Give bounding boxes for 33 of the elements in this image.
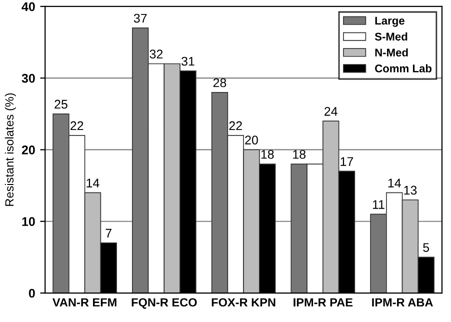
y-tick-label: 20 — [22, 146, 35, 154]
legend-label: S-Med — [374, 32, 408, 41]
y-tick-label: 10 — [22, 217, 35, 226]
x-tick-label: IPM-R ABA — [372, 298, 433, 306]
x-tick-label: FOX-R KPN — [212, 298, 276, 307]
data-label: 14 — [86, 178, 100, 188]
legend-label: Large — [375, 16, 404, 27]
data-label: 7 — [106, 228, 112, 238]
data-label: 17 — [340, 157, 354, 166]
data-label: 5 — [423, 243, 430, 252]
data-label: 24 — [324, 106, 338, 116]
data-label: 18 — [293, 150, 306, 159]
data-label: 31 — [182, 56, 194, 66]
x-tick-label: FQN-R ECO — [132, 298, 197, 309]
data-label: 11 — [372, 200, 384, 209]
y-tick-label: 0 — [28, 288, 35, 298]
data-label: 13 — [404, 186, 417, 195]
y-tick-label: 30 — [22, 74, 35, 83]
data-label: 22 — [70, 121, 84, 130]
y-axis-title: Resistant isolates (%) — [4, 93, 16, 206]
x-tick-label: IPM-R PAE — [294, 298, 353, 306]
y-tick-label: 40 — [22, 2, 35, 12]
data-label: 18 — [261, 150, 274, 159]
x-tick-label: VAN-R EFM — [52, 298, 116, 306]
legend-label: N-Med — [375, 48, 408, 56]
data-label: 28 — [213, 78, 226, 88]
legend-label: Comm Lab — [375, 64, 432, 72]
data-label: 22 — [229, 121, 242, 130]
data-label: 14 — [388, 178, 401, 188]
data-label: 25 — [54, 100, 68, 109]
data-label: 37 — [134, 14, 147, 23]
data-label: 20 — [245, 136, 258, 144]
data-label: 32 — [150, 50, 163, 59]
